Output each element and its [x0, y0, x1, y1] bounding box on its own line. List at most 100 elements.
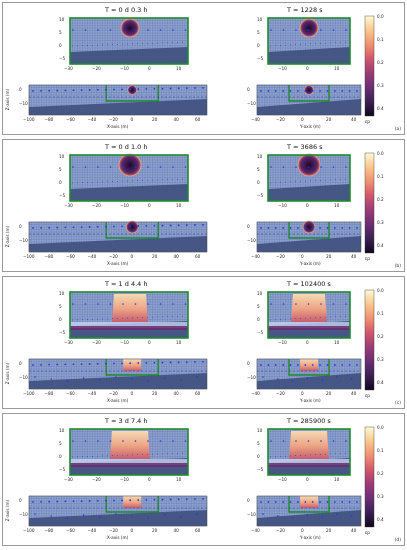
sensor-point	[72, 363, 75, 366]
x-tick-label: −10	[278, 66, 287, 71]
y-tick-label: −10	[247, 375, 256, 380]
sensor-point	[341, 364, 344, 366]
sensor-point	[161, 224, 164, 227]
sensor-point	[137, 88, 140, 90]
y-tick-label: 5	[257, 441, 260, 446]
frame	[267, 291, 351, 339]
sensor-point	[153, 224, 156, 227]
sensor-point	[341, 501, 344, 503]
y-tick-label: −10	[247, 512, 256, 517]
y-tick-label: −10	[19, 101, 28, 106]
x-tick-label: −40	[87, 528, 97, 533]
panel-tag: (d)	[394, 538, 401, 543]
sensor-point	[96, 362, 99, 365]
sensor-point	[282, 364, 285, 366]
sensor-point	[297, 501, 299, 503]
simulation-plots	[28, 289, 375, 391]
plastic-zone	[289, 431, 329, 459]
sensor-point	[137, 362, 140, 364]
y-tick-label: 0	[19, 87, 22, 92]
x-tick-label: −10	[120, 340, 129, 345]
y-tick-label: 5	[59, 167, 62, 172]
sensor-point	[333, 501, 336, 503]
sensor-point	[282, 90, 285, 92]
x-tick-label: −20	[92, 66, 101, 71]
x-tick-label: 20	[326, 528, 332, 533]
x-tick-label: −10	[120, 203, 129, 208]
colorbar-unit: εp	[365, 530, 370, 535]
sensor-point	[202, 223, 204, 226]
x-tick-label: −20	[276, 254, 285, 259]
y-tick-label: 0	[257, 43, 260, 48]
y-tick-label: 5	[59, 304, 62, 309]
sensor-point	[260, 90, 262, 92]
sensor-point	[356, 227, 358, 229]
x-tick-label: −20	[276, 117, 285, 122]
y-tick-label: −5	[257, 56, 264, 61]
panel-title-left: T = 3 d 7.4 h	[105, 417, 148, 425]
x-tick-label: −20	[92, 203, 101, 208]
x-tick-label: 0	[306, 203, 309, 208]
sensor-point	[267, 364, 270, 366]
colorbar-tick: 0.3	[377, 83, 384, 88]
x-tick-label: 0	[130, 391, 134, 396]
colorbar-unit: εp	[365, 256, 370, 261]
x-tick-label: 20	[326, 254, 332, 259]
sensor-point	[96, 88, 99, 91]
panel-title-right: T = 3686 s	[287, 143, 323, 151]
sensor-point	[104, 362, 107, 365]
x-tick-label: 0	[130, 528, 134, 533]
plastic-zone-bulb	[120, 18, 140, 38]
colorbar-tick: 0.0	[377, 151, 384, 156]
x-tick-label: 40	[351, 254, 357, 259]
sensor-point	[121, 88, 123, 91]
y-tick-label: −5	[257, 193, 264, 198]
sensor-point	[311, 364, 314, 366]
y-tick-label: −5	[257, 467, 264, 472]
colorbar-tick: 0.3	[377, 220, 384, 225]
x-tick-label: −80	[44, 254, 54, 259]
frame	[267, 154, 351, 202]
y-tick-label: 0	[19, 361, 22, 366]
sensor-point	[145, 88, 148, 90]
sensor-point	[194, 498, 196, 500]
x-tick-label: 0	[148, 203, 151, 208]
figure-panel: T = 0 d 1.0 h T = 3686 s 10 5 0 −5 10 5 0 −5 −30 −2…	[2, 139, 405, 272]
sensor-point	[32, 90, 34, 92]
colorbar	[364, 15, 375, 117]
y-tick-label: −5	[59, 467, 66, 472]
sensor-point	[121, 225, 123, 228]
y-axis-label: Y-axis (m)	[300, 398, 321, 403]
x-tick-label: −20	[109, 391, 118, 396]
sensor-point	[356, 364, 358, 366]
x-tick-label: −80	[44, 391, 54, 396]
z-axis-label: Z-axis (m)	[5, 88, 11, 111]
sensor-point	[169, 361, 172, 364]
x-tick-label: 40	[173, 117, 179, 122]
x-tick-label: −30	[64, 477, 73, 482]
panel-title-left: T = 1 d 4.4 h	[105, 280, 148, 288]
sensor-point	[137, 499, 140, 501]
sensor-point	[32, 501, 34, 503]
sensor-point	[137, 225, 140, 227]
sensor-point	[202, 497, 204, 500]
sensor-point	[326, 364, 329, 366]
bedrock-layer	[70, 184, 188, 201]
sensor-point	[185, 498, 188, 501]
x-tick-label: −10	[278, 477, 287, 482]
y-tick-label: −5	[257, 330, 264, 335]
sensor-point	[145, 362, 148, 364]
x-tick-label: −40	[251, 391, 260, 396]
sensor-point	[80, 500, 83, 502]
sensor-point	[319, 501, 321, 503]
colorbar-tick: 0.1	[377, 174, 384, 179]
sensor-point	[274, 227, 277, 229]
frame	[69, 154, 189, 202]
x-tick-label: −60	[66, 391, 75, 396]
x-tick-label: −30	[64, 203, 73, 208]
y-tick-label: 0	[19, 224, 22, 229]
simulation-plots	[28, 152, 375, 254]
sensor-point	[356, 90, 358, 92]
y-tick-label: 0	[247, 224, 250, 229]
x-tick-label: −100	[23, 391, 35, 396]
